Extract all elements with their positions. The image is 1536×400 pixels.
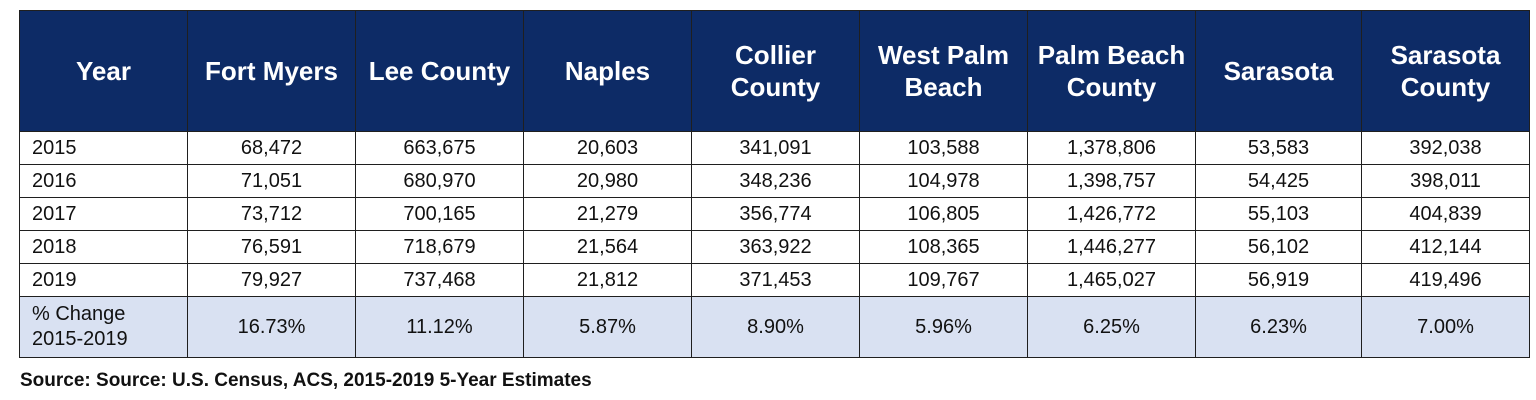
table-cell: 700,165	[355, 197, 524, 231]
table-cell: 21,564	[523, 230, 692, 264]
header-palm-beach-county: Palm Beach County	[1027, 10, 1196, 132]
table-cell: 1,465,027	[1027, 263, 1196, 297]
table-cell: 412,144	[1361, 230, 1530, 264]
table-cell: 1,378,806	[1027, 131, 1196, 165]
percent-change-cell: 7.00%	[1361, 296, 1530, 358]
table-cell: 56,102	[1195, 230, 1362, 264]
percent-change-row: % Change 2015-2019 16.73% 11.12% 5.87% 8…	[19, 296, 1530, 358]
header-fort-myers: Fort Myers	[187, 10, 356, 132]
table-row-2016: 2016 71,051 680,970 20,980 348,236 104,9…	[19, 164, 1530, 198]
percent-change-cell: 11.12%	[355, 296, 524, 358]
header-west-palm-beach: West Palm Beach	[859, 10, 1028, 132]
header-collier-county: Collier County	[691, 10, 860, 132]
table-cell: 53,583	[1195, 131, 1362, 165]
population-table: Year Fort Myers Lee County Naples Collie…	[19, 10, 1530, 358]
table-cell: 404,839	[1361, 197, 1530, 231]
table-cell: 1,426,772	[1027, 197, 1196, 231]
table-cell: 20,603	[523, 131, 692, 165]
table-cell: 419,496	[1361, 263, 1530, 297]
percent-change-cell: 6.23%	[1195, 296, 1362, 358]
table-cell: 356,774	[691, 197, 860, 231]
header-year: Year	[19, 10, 188, 132]
table-cell: 348,236	[691, 164, 860, 198]
year-cell: 2015	[19, 131, 188, 165]
header-naples: Naples	[523, 10, 692, 132]
source-note: Source: Source: U.S. Census, ACS, 2015-2…	[20, 370, 592, 391]
table-row-2015: 2015 68,472 663,675 20,603 341,091 103,5…	[19, 131, 1530, 165]
table-cell: 76,591	[187, 230, 356, 264]
table-cell: 54,425	[1195, 164, 1362, 198]
table-cell: 71,051	[187, 164, 356, 198]
year-cell: 2016	[19, 164, 188, 198]
table-cell: 1,446,277	[1027, 230, 1196, 264]
table-cell: 55,103	[1195, 197, 1362, 231]
table-cell: 371,453	[691, 263, 860, 297]
percent-change-cell: 6.25%	[1027, 296, 1196, 358]
table-cell: 56,919	[1195, 263, 1362, 297]
population-table-container: Year Fort Myers Lee County Naples Collie…	[19, 10, 1530, 358]
percent-change-cell: 16.73%	[187, 296, 356, 358]
header-lee-county: Lee County	[355, 10, 524, 132]
year-cell: 2017	[19, 197, 188, 231]
table-cell: 392,038	[1361, 131, 1530, 165]
table-cell: 718,679	[355, 230, 524, 264]
table-cell: 398,011	[1361, 164, 1530, 198]
percent-change-label: % Change 2015-2019	[19, 296, 188, 358]
percent-change-cell: 5.96%	[859, 296, 1028, 358]
table-cell: 68,472	[187, 131, 356, 165]
table-row-2018: 2018 76,591 718,679 21,564 363,922 108,3…	[19, 230, 1530, 264]
table-row-2017: 2017 73,712 700,165 21,279 356,774 106,8…	[19, 197, 1530, 231]
table-row-2019: 2019 79,927 737,468 21,812 371,453 109,7…	[19, 263, 1530, 297]
year-cell: 2019	[19, 263, 188, 297]
table-cell: 663,675	[355, 131, 524, 165]
table-cell: 108,365	[859, 230, 1028, 264]
table-cell: 79,927	[187, 263, 356, 297]
table-cell: 109,767	[859, 263, 1028, 297]
year-cell: 2018	[19, 230, 188, 264]
table-cell: 104,978	[859, 164, 1028, 198]
table-cell: 103,588	[859, 131, 1028, 165]
percent-change-cell: 5.87%	[523, 296, 692, 358]
header-row: Year Fort Myers Lee County Naples Collie…	[19, 10, 1530, 132]
table-cell: 1,398,757	[1027, 164, 1196, 198]
table-cell: 363,922	[691, 230, 860, 264]
table-cell: 106,805	[859, 197, 1028, 231]
table-cell: 21,279	[523, 197, 692, 231]
table-cell: 680,970	[355, 164, 524, 198]
header-sarasota-county: Sarasota County	[1361, 10, 1530, 132]
table-cell: 21,812	[523, 263, 692, 297]
percent-change-cell: 8.90%	[691, 296, 860, 358]
table-cell: 341,091	[691, 131, 860, 165]
header-sarasota: Sarasota	[1195, 10, 1362, 132]
table-cell: 737,468	[355, 263, 524, 297]
table-cell: 20,980	[523, 164, 692, 198]
table-cell: 73,712	[187, 197, 356, 231]
